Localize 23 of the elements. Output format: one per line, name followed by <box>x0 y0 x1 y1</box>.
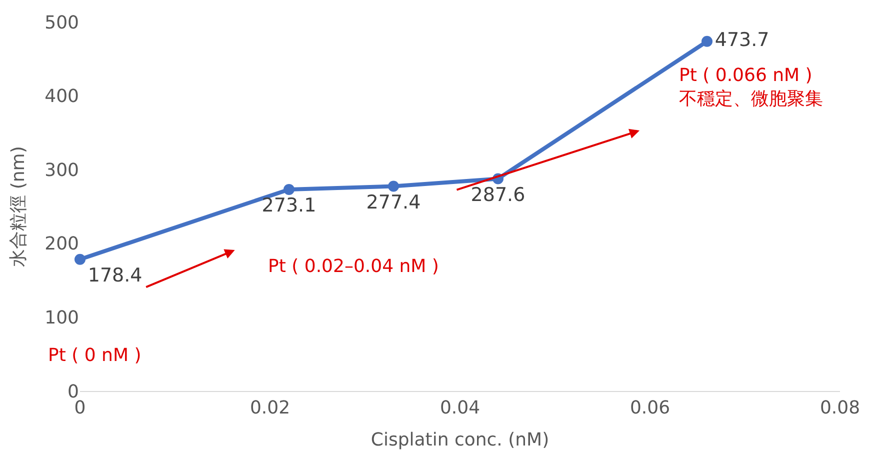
x-tick-label: 0.06 <box>630 398 670 419</box>
annotation: Pt ( 0.02–0.04 nM ) <box>268 256 439 277</box>
y-tick-label: 400 <box>44 86 79 108</box>
annotation: Pt ( 0.066 nM ) 不穩定、微胞聚集 <box>679 65 823 110</box>
point <box>702 36 712 47</box>
x-tick-label: 0.08 <box>820 398 860 419</box>
y-tick-label: 500 <box>44 12 79 34</box>
data-label: 273.1 <box>262 194 316 217</box>
data-label: 277.4 <box>366 191 421 214</box>
x-tick-label: 0.04 <box>440 398 480 419</box>
y-tick-label: 200 <box>44 234 79 255</box>
x-tick-label: 0.02 <box>250 398 290 419</box>
annotation: Pt ( 0 nM ) <box>48 345 142 366</box>
y-tick-label: 100 <box>44 308 79 328</box>
y-tick-label: 300 <box>44 160 79 181</box>
data-label: 178.4 <box>88 264 142 286</box>
y-axis-title: 水合粒徑 (nm) <box>8 146 29 267</box>
point <box>74 254 86 265</box>
data-label: 287.6 <box>470 184 526 206</box>
point <box>284 184 294 195</box>
data-label: 473.7 <box>714 29 770 52</box>
x-axis-title: Cisplatin conc. (nM) <box>370 430 550 451</box>
point <box>388 180 399 192</box>
